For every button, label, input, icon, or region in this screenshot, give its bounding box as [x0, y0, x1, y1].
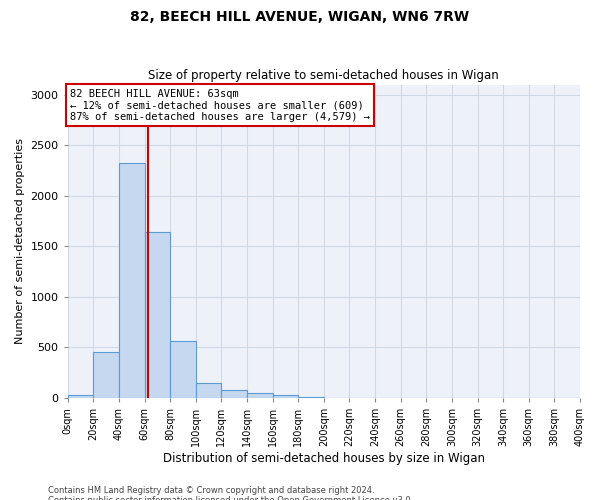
Text: 82, BEECH HILL AVENUE, WIGAN, WN6 7RW: 82, BEECH HILL AVENUE, WIGAN, WN6 7RW	[130, 10, 470, 24]
Title: Size of property relative to semi-detached houses in Wigan: Size of property relative to semi-detach…	[148, 69, 499, 82]
Bar	[170, 342, 196, 398]
Text: Contains public sector information licensed under the Open Government Licence v3: Contains public sector information licen…	[48, 496, 413, 500]
Bar	[221, 390, 247, 398]
Text: Contains HM Land Registry data © Crown copyright and database right 2024.: Contains HM Land Registry data © Crown c…	[48, 486, 374, 495]
Bar	[145, 232, 170, 398]
Bar	[68, 395, 94, 398]
Bar	[94, 352, 119, 398]
X-axis label: Distribution of semi-detached houses by size in Wigan: Distribution of semi-detached houses by …	[163, 452, 485, 465]
Y-axis label: Number of semi-detached properties: Number of semi-detached properties	[15, 138, 25, 344]
Bar	[298, 397, 324, 398]
Text: 82 BEECH HILL AVENUE: 63sqm
← 12% of semi-detached houses are smaller (609)
87% : 82 BEECH HILL AVENUE: 63sqm ← 12% of sem…	[70, 88, 370, 122]
Bar	[247, 393, 272, 398]
Bar	[196, 383, 221, 398]
Bar	[119, 164, 145, 398]
Bar	[272, 395, 298, 398]
